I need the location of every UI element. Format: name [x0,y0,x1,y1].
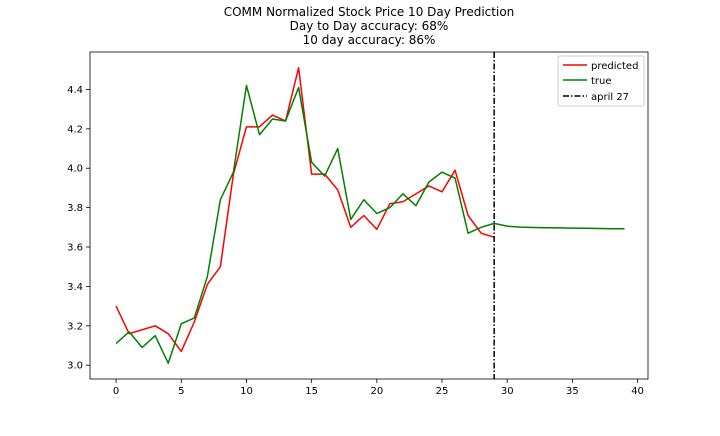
y-tick-label-0: 3.0 [67,361,83,372]
y-tick-label-4: 3.8 [67,203,83,214]
x-tick-label-4: 20 [370,386,383,397]
x-tick-label-5: 25 [436,386,449,397]
legend-label-april-27: april 27 [591,92,629,103]
y-tick-label-2: 3.4 [67,282,83,293]
y-tick-label-5: 4.0 [67,164,83,175]
x-tick-label-3: 15 [305,386,318,397]
plot-frame [89,51,649,380]
legend-box [557,55,645,107]
x-tick-label-0: 0 [113,386,119,397]
x-tick-label-8: 40 [631,386,644,397]
plot-area: 0 5 10 15 20 25 30 35 40 3.0 3.2 3.4 3.6 3.8 4.0 4.2 4.4 [67,51,649,397]
chart-title-line-3: 10 day accuracy: 86% [303,33,436,47]
y-tick-label-1: 3.2 [67,321,83,332]
legend-label-predicted: predicted [591,61,638,72]
x-tick-label-6: 30 [501,386,514,397]
y-tick-label-7: 4.4 [67,85,83,96]
legend: predicted true april 27 [557,55,645,107]
chart-title-line-1: COMM Normalized Stock Price 10 Day Predi… [224,5,515,19]
y-tick-label-6: 4.2 [67,124,83,135]
x-tick-label-1: 5 [178,386,184,397]
series-line-predicted [115,67,495,353]
y-tick-label-3: 3.6 [67,243,83,254]
legend-label-true: true [591,76,612,87]
chart-title-line-2: Day to Day accuracy: 68% [290,19,449,33]
series-line-true [115,84,625,364]
x-tick-label-7: 35 [566,386,579,397]
x-tick-label-2: 10 [240,386,253,397]
